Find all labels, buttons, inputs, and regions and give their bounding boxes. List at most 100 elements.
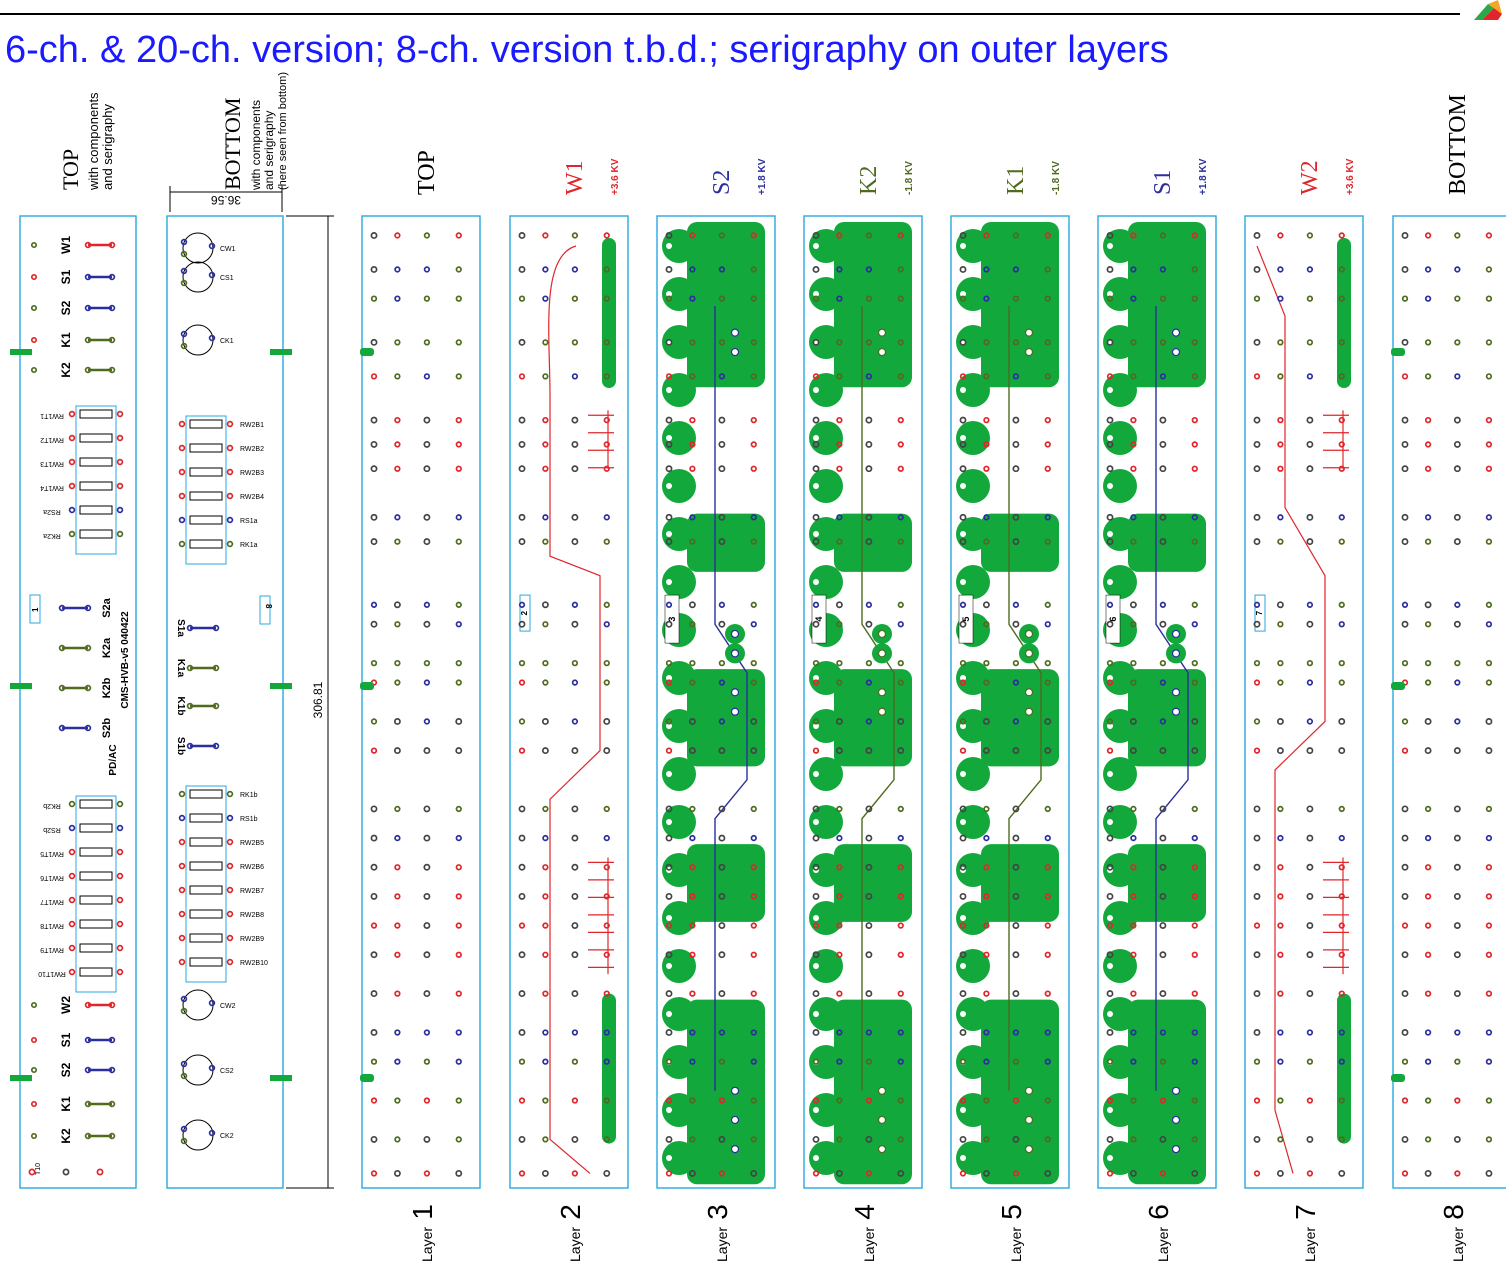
via-pad <box>1171 707 1181 716</box>
via-pad <box>518 1097 526 1104</box>
hole-icon <box>1453 805 1461 813</box>
via-pad <box>1253 922 1261 929</box>
hole-icon <box>812 951 820 959</box>
via-pad <box>1044 295 1051 302</box>
via-pad <box>750 266 757 273</box>
via-pad <box>665 718 673 725</box>
layer-footer-label: Layer <box>1155 1227 1171 1262</box>
via-pad <box>897 805 904 813</box>
via-pad <box>1191 339 1198 346</box>
via-pad <box>226 886 234 894</box>
capacitor-icon <box>182 261 214 293</box>
via-pad <box>394 864 401 871</box>
via-pad <box>1424 1058 1432 1065</box>
hole-icon <box>666 387 672 393</box>
capacitor-label: CS1 <box>220 275 234 282</box>
via-pad <box>1024 629 1034 639</box>
hole-icon <box>897 1169 905 1177</box>
via-pad <box>1454 1029 1461 1036</box>
via-pad <box>212 664 220 672</box>
via-pad <box>1012 659 1020 667</box>
via-pad <box>897 465 904 472</box>
via-pad <box>542 514 549 521</box>
via-pad <box>68 800 76 808</box>
via-pad <box>1424 538 1432 545</box>
connector-tab <box>1391 348 1405 356</box>
via-pad <box>68 824 76 832</box>
via-pad <box>394 266 401 273</box>
via-pad <box>542 232 549 239</box>
hole-icon <box>370 990 378 998</box>
resistor-icon <box>189 909 223 919</box>
hole-icon <box>518 231 526 239</box>
via-pad <box>603 601 610 608</box>
copper-strip <box>1337 993 1351 1144</box>
via-pad <box>1485 834 1493 842</box>
via-pad <box>1012 1170 1020 1177</box>
hole-icon <box>665 465 673 473</box>
via-pad <box>1485 465 1493 472</box>
hole-icon <box>1012 440 1020 448</box>
via-pad <box>865 1097 873 1104</box>
via-pad <box>1044 465 1051 472</box>
resistor-icon <box>79 823 113 833</box>
resistor-label: RW1T8 <box>40 922 64 929</box>
hole-icon <box>1253 1135 1261 1143</box>
via-pad <box>455 232 462 239</box>
via-pad <box>750 465 757 472</box>
hole-icon <box>666 579 672 585</box>
via-pad <box>370 1170 378 1177</box>
via-pad <box>603 295 610 302</box>
connector-tab <box>360 348 374 356</box>
via-pad <box>394 1136 401 1143</box>
hole-icon <box>1106 1029 1114 1036</box>
via-pad <box>116 434 124 442</box>
via-pad <box>1338 1029 1345 1036</box>
via-pad <box>665 659 673 667</box>
via-pad <box>865 266 873 273</box>
layer-footer-label: Layer <box>1450 1227 1466 1262</box>
via-pad <box>1191 465 1198 472</box>
via-pad <box>178 862 186 870</box>
connector-tab <box>270 349 292 355</box>
layer-tag-number: 6 <box>1108 617 1118 622</box>
resistor-icon <box>189 443 223 453</box>
via-pad <box>394 893 401 900</box>
via-pad <box>836 864 843 871</box>
hole-icon <box>1106 266 1114 273</box>
hole-icon <box>666 483 672 489</box>
hole-icon <box>750 717 758 725</box>
hole-icon <box>1453 747 1461 755</box>
via-pad <box>718 373 726 380</box>
net-label: S1 <box>59 269 73 284</box>
via-pad <box>750 1136 757 1143</box>
via-pad <box>1159 295 1167 302</box>
via-pad <box>1106 679 1114 686</box>
layer-title: S2 <box>709 170 735 195</box>
copper-region <box>687 844 765 922</box>
hole-icon <box>718 922 726 930</box>
via-pad <box>1253 1058 1261 1065</box>
hole-icon <box>541 717 549 725</box>
via-pad <box>116 896 124 904</box>
via-pad <box>116 824 124 832</box>
via-pad <box>1130 951 1137 958</box>
via-pad <box>1130 1136 1137 1143</box>
hole-icon <box>1306 863 1314 871</box>
via-pad <box>1012 601 1020 608</box>
capacitor-label: CS2 <box>220 1068 234 1075</box>
resistor-icon <box>79 967 113 977</box>
via-pad <box>959 747 967 754</box>
hole-icon <box>1159 990 1167 998</box>
via-pad <box>897 538 904 545</box>
via-pad <box>1401 373 1409 380</box>
via-pad <box>750 416 757 424</box>
net-label: K1 <box>59 332 73 348</box>
hole-icon <box>1453 620 1461 628</box>
via-pad <box>689 416 696 424</box>
hole-icon <box>812 1135 820 1143</box>
via-pad <box>1401 1170 1409 1177</box>
via-pad <box>84 1066 92 1074</box>
via-pad <box>1338 441 1345 448</box>
via-pad <box>58 604 66 612</box>
